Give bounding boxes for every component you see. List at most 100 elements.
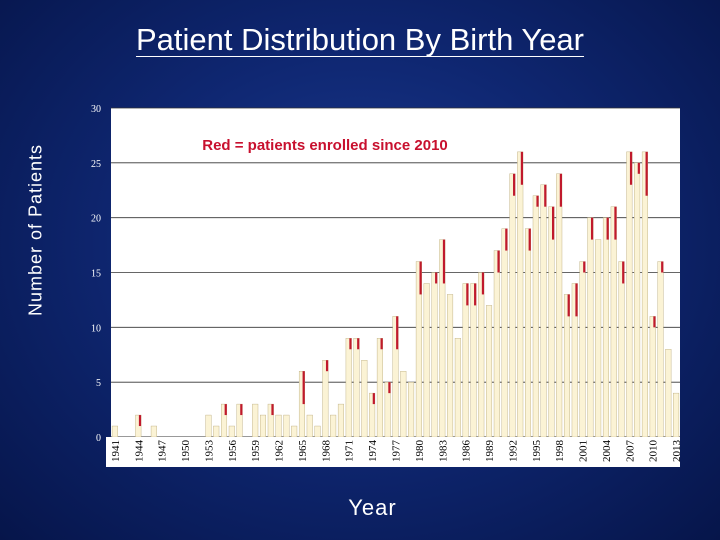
bar-1982 [431, 272, 438, 438]
x-tick-label: 1968 [320, 440, 332, 463]
bar-1962 [275, 414, 282, 438]
bar-recent-1994 [528, 228, 531, 251]
bar-2012 [665, 349, 672, 438]
bar-recent-1977 [396, 316, 399, 350]
bar-recent-1975 [380, 338, 383, 350]
bar-1993 [517, 151, 524, 438]
x-tick-label: 1980 [414, 440, 426, 463]
bar-1968 [322, 360, 329, 438]
x-axis-title: Year [348, 495, 397, 520]
x-tick-label: 1953 [203, 440, 215, 463]
bar-1963 [283, 414, 290, 438]
bar-2005 [610, 206, 617, 438]
bar-recent-1992 [513, 173, 516, 196]
bar-recent-1988 [481, 272, 485, 295]
bar-1941 [111, 425, 118, 438]
bar-1946 [150, 425, 157, 438]
y-tick-label: 10 [91, 323, 101, 334]
bar-recent-1986 [466, 283, 469, 306]
bar-1986 [462, 283, 469, 438]
bar-1987 [470, 283, 477, 438]
bar-1956 [228, 425, 235, 438]
bar-1954 [213, 425, 220, 438]
x-tick-label: 1989 [484, 440, 496, 463]
bar-recent-1976 [388, 382, 391, 394]
bar-recent-1982 [435, 272, 438, 284]
x-tick-label: 1995 [531, 440, 543, 463]
bar-recent-1971 [349, 338, 352, 350]
bar-2011 [657, 261, 664, 438]
bar-2001 [579, 261, 586, 438]
x-tick-label: 1947 [157, 440, 169, 463]
y-tick-label: 5 [96, 378, 101, 389]
x-tick-label: 1971 [344, 440, 356, 462]
x-tick-label: 1944 [133, 440, 145, 463]
bar-recent-1955 [224, 404, 227, 416]
x-tick-label: 1983 [437, 440, 449, 463]
x-tick-label: 1977 [391, 440, 403, 463]
bar-2008 [634, 162, 641, 438]
x-tick-label: 1959 [250, 440, 262, 463]
bar-1992 [509, 173, 516, 438]
bar-recent-2011 [661, 261, 664, 273]
x-tick-label: 2010 [648, 440, 660, 463]
bar-1984 [447, 294, 454, 438]
y-tick-label: 30 [91, 104, 101, 115]
bar-recent-1961 [271, 404, 274, 416]
x-tick-label: 1962 [274, 440, 286, 462]
bar-1994 [525, 228, 532, 438]
bar-recent-2002 [590, 217, 594, 240]
x-tick-label: 1950 [180, 440, 192, 463]
x-tick-labels: 1941 1944 1947 1950 1953 1956 1959 1962 1965 1968… [110, 440, 683, 463]
x-tick-label: 1965 [297, 440, 309, 463]
bar-recent-1990 [497, 250, 500, 273]
bar-2006 [618, 261, 625, 438]
y-tick-labels: 0 5 10 15 20 25 30 [91, 104, 101, 444]
bar-1970 [337, 403, 344, 438]
bar-recent-1983 [442, 239, 446, 284]
bars [111, 151, 680, 438]
bar-recent-1974 [372, 393, 375, 405]
bar-recent-1968 [325, 360, 329, 372]
x-tick-label: 1941 [110, 440, 122, 462]
bar-2013 [673, 392, 680, 438]
bar-2002 [587, 217, 594, 438]
bar-recent-1999 [567, 294, 570, 317]
bar-1979 [408, 381, 415, 438]
bar-recent-1972 [357, 338, 360, 350]
bar-1990 [493, 250, 500, 438]
bar-1989 [486, 305, 493, 438]
bar-1975 [376, 338, 383, 438]
bar-recent-2001 [583, 261, 586, 273]
bar-recent-2006 [622, 261, 625, 284]
x-tick-label: 1992 [507, 440, 519, 462]
bar-1996 [540, 184, 547, 438]
bar-1971 [345, 338, 352, 438]
bar-1981 [423, 283, 430, 438]
bar-2003 [595, 239, 602, 438]
bar-recent-1980 [419, 261, 422, 295]
x-label-band [106, 437, 680, 467]
bar-1960 [259, 414, 266, 438]
bar-1966 [306, 414, 313, 438]
bar-recent-1944 [138, 415, 142, 427]
x-tick-label: 2001 [578, 440, 590, 462]
bar-1972 [353, 338, 360, 438]
bar-1995 [532, 195, 539, 438]
bar-recent-2000 [575, 283, 578, 317]
slide-title: Patient Distribution By Birth Year [135, 22, 585, 57]
y-tick-label: 20 [91, 214, 101, 225]
bar-recent-1995 [536, 195, 539, 207]
x-tick-label: 2013 [671, 440, 683, 463]
x-tick-label: 1998 [554, 440, 566, 463]
bar-recent-2007 [629, 151, 633, 185]
chart-annotation: Red = patients enrolled since 2010 [202, 137, 448, 154]
bar-1985 [454, 338, 461, 438]
y-tick-label: 25 [91, 159, 101, 170]
bar-recent-2009 [645, 151, 648, 196]
bar-1969 [330, 414, 337, 438]
x-tick-label: 1974 [367, 440, 379, 463]
bar-recent-1957 [240, 404, 243, 416]
bar-recent-1996 [544, 184, 547, 207]
